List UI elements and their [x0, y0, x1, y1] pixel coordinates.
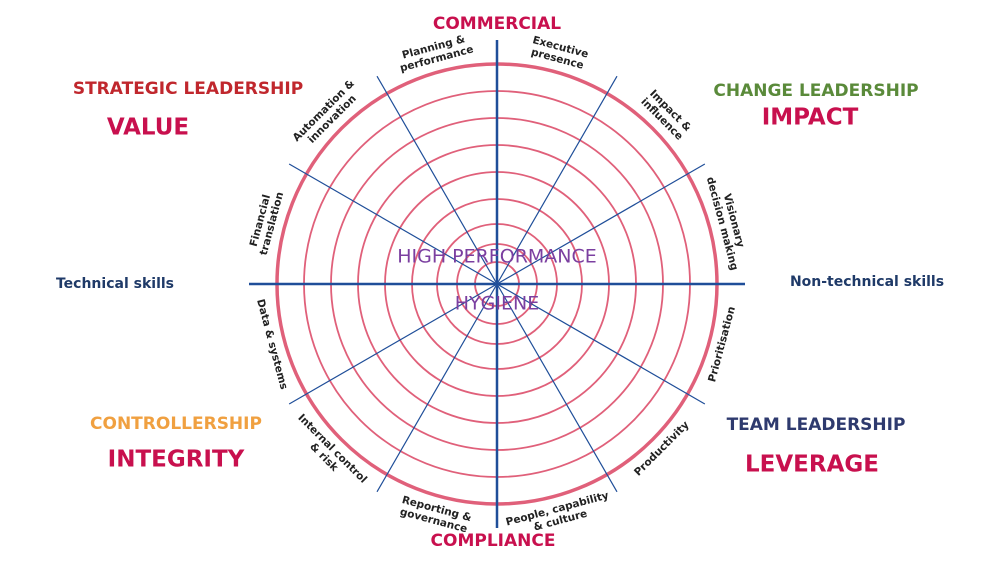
quadrant-word: LEVERAGE: [745, 452, 879, 478]
quadrant-word: IMPACT: [762, 105, 859, 131]
spoke: [496, 283, 618, 493]
quadrant-heading: TEAM LEADERSHIP: [727, 415, 906, 435]
segment-label-line: Internal control: [295, 412, 369, 486]
right-axis-label: Non-technical skills: [790, 274, 944, 290]
segment-label-line: Prioritisation: [706, 305, 738, 383]
segment-label: Impact &influence: [638, 87, 693, 142]
center-bottom: HYGIENE: [455, 293, 539, 315]
spoke: [496, 283, 706, 405]
quadrant-heading: CHANGE LEADERSHIP: [713, 81, 918, 101]
spoke: [376, 75, 498, 285]
bottom-label: COMPLIANCE: [431, 531, 556, 551]
spoke: [496, 75, 618, 285]
left-axis-label: Technical skills: [56, 276, 174, 292]
center-top: HIGH PERFORMANCE: [397, 246, 597, 268]
spoke: [288, 163, 498, 285]
spokes: [249, 40, 745, 528]
segment-label: Visionarydecision making: [704, 173, 752, 272]
quadrant-heading: CONTROLLERSHIP: [90, 414, 262, 434]
quadrant-heading: STRATEGIC LEADERSHIP: [73, 79, 303, 99]
spoke: [496, 163, 706, 285]
spoke: [288, 283, 498, 405]
segment-label: Prioritisation: [706, 305, 738, 383]
quadrant-word: VALUE: [107, 115, 189, 141]
quadrant-word: INTEGRITY: [108, 447, 245, 473]
spoke: [376, 283, 498, 493]
top-label: COMMERCIAL: [433, 14, 561, 34]
